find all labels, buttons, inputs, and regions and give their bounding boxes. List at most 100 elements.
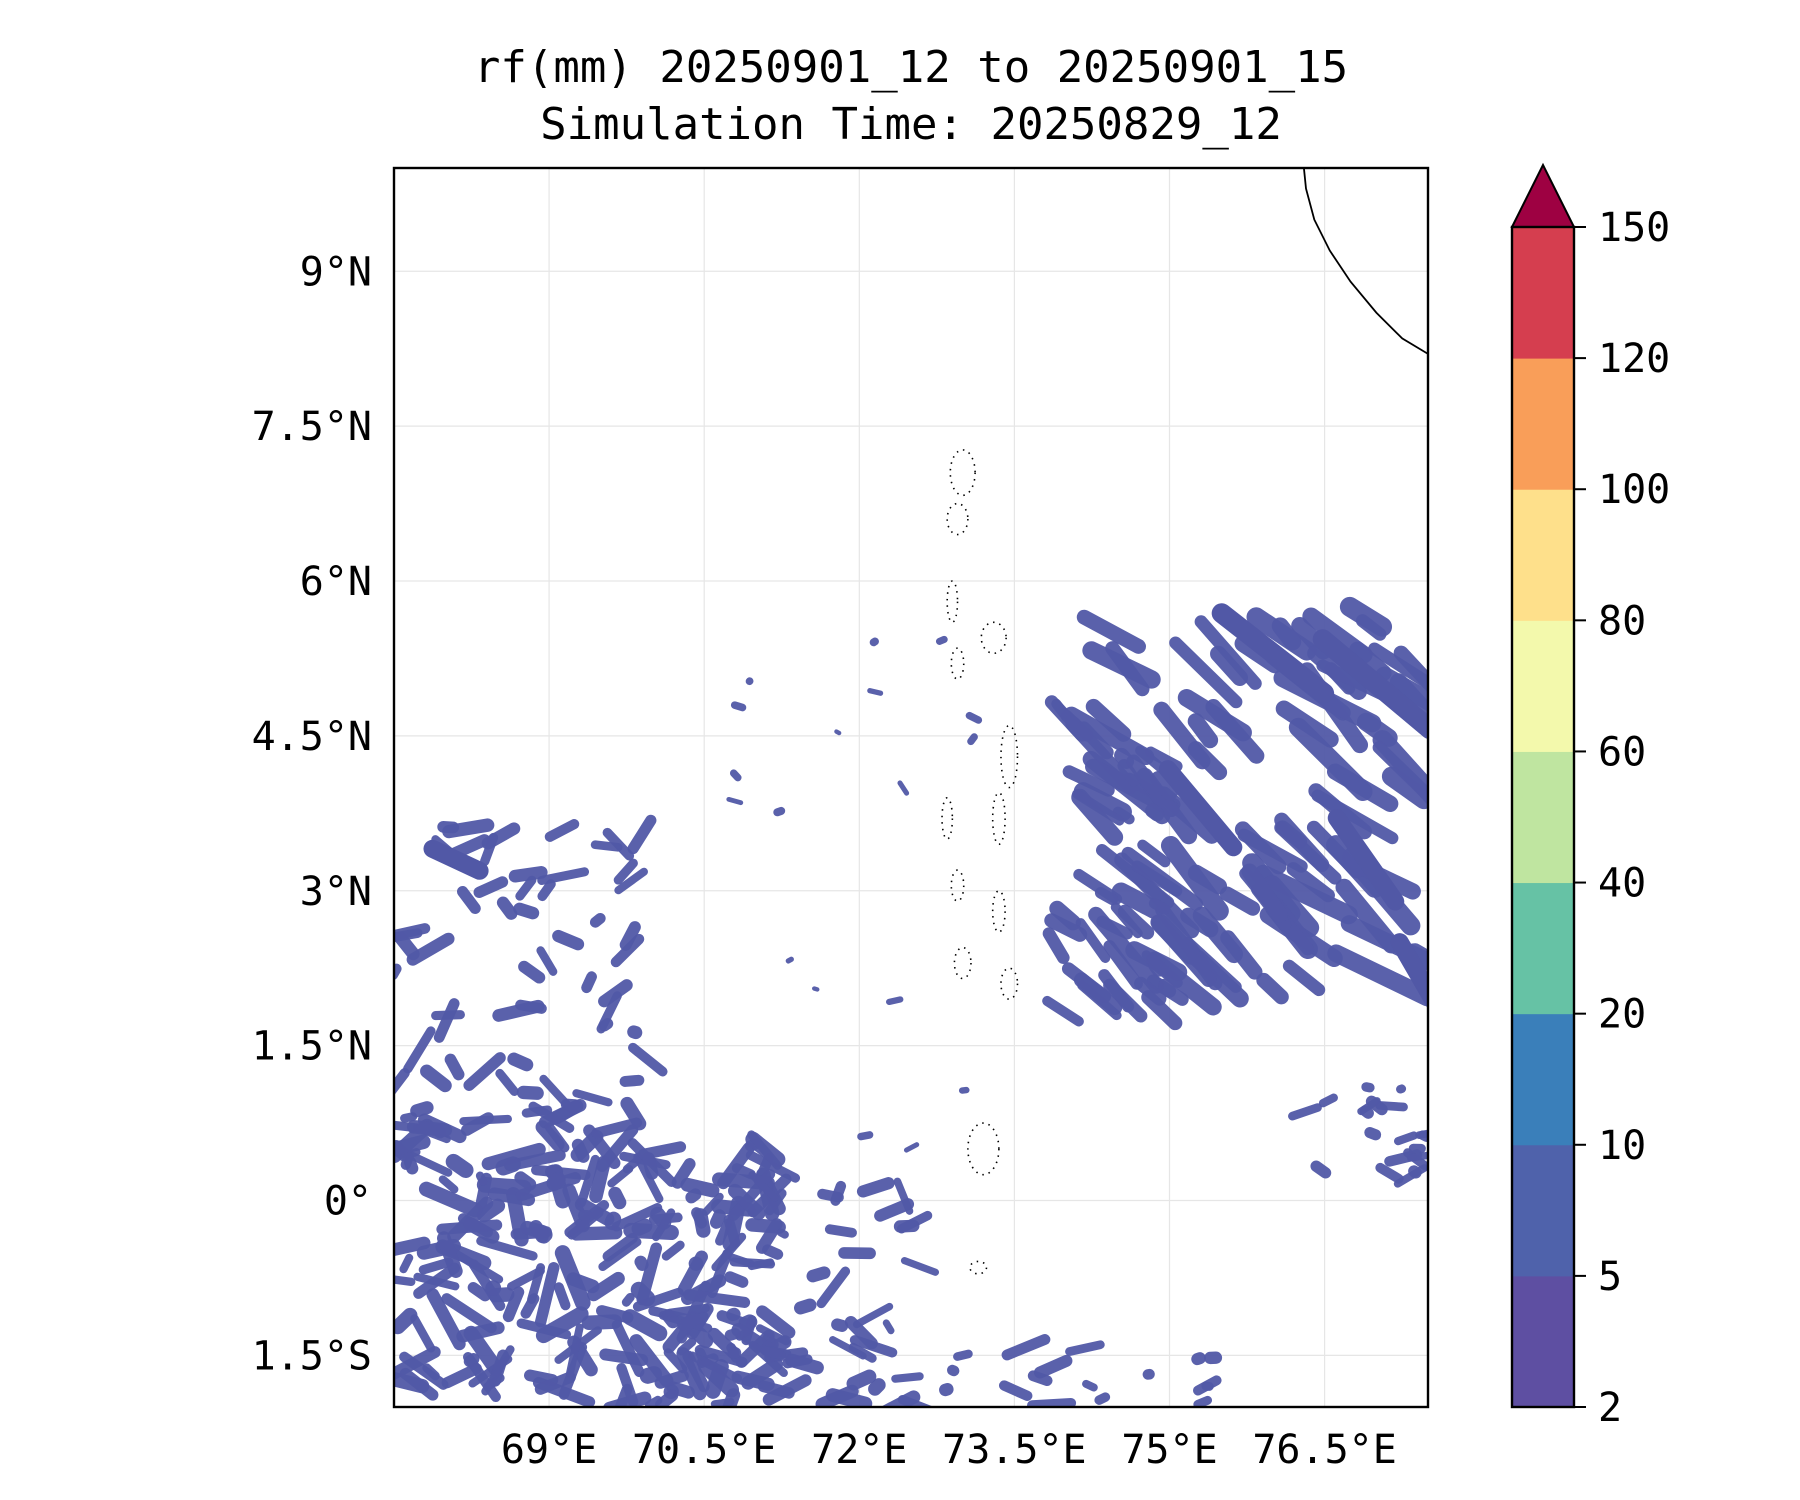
rain-cell bbox=[619, 921, 641, 951]
colorbar-segment bbox=[1512, 1275, 1574, 1408]
rain-cell bbox=[1085, 698, 1132, 742]
rain-cell bbox=[1256, 972, 1289, 1005]
rain-cell bbox=[495, 1068, 519, 1096]
lat-tick-label: 6°N bbox=[300, 559, 372, 605]
rain-cell bbox=[572, 1089, 613, 1107]
rain-cell bbox=[642, 1152, 659, 1180]
rain-cell bbox=[1187, 864, 1228, 895]
rain-cell bbox=[654, 1369, 689, 1389]
rain-cell bbox=[567, 1207, 604, 1240]
rain-cell bbox=[441, 1293, 497, 1334]
rain-cell bbox=[903, 1142, 920, 1153]
rain-cell bbox=[815, 1384, 859, 1407]
rain-cell bbox=[867, 688, 884, 696]
rain-cell bbox=[1169, 636, 1243, 709]
rain-cell bbox=[591, 1117, 643, 1139]
rain-cell bbox=[1407, 1150, 1428, 1162]
rain-cell bbox=[1310, 1160, 1332, 1179]
rain-cell bbox=[747, 1130, 782, 1170]
rain-cell bbox=[1062, 765, 1115, 797]
colorbar-tick-label: 2 bbox=[1598, 1385, 1622, 1431]
colorbar-tick-label: 80 bbox=[1598, 598, 1646, 644]
rain-cell bbox=[1193, 1395, 1213, 1407]
rain-cell bbox=[1286, 862, 1335, 903]
lon-tick-label: 70.5°E bbox=[632, 1427, 777, 1473]
rain-cell bbox=[623, 1222, 679, 1241]
rain-cell bbox=[1201, 1381, 1214, 1391]
colorbar: 2 5 10 20 40 60 80 100 120 150 bbox=[1510, 162, 1670, 1431]
rain-cell bbox=[1065, 1340, 1105, 1356]
rain-cell bbox=[399, 1351, 449, 1390]
rain-cell bbox=[812, 986, 820, 992]
colorbar-tick-label: 60 bbox=[1598, 729, 1646, 775]
rain-cell bbox=[1177, 688, 1252, 742]
rain-cell bbox=[698, 1358, 740, 1398]
rain-cell bbox=[1381, 766, 1428, 810]
colorbar-tick-label: 100 bbox=[1598, 467, 1670, 513]
rain-cell bbox=[1364, 1126, 1382, 1141]
rain-cell bbox=[418, 1181, 483, 1218]
rain-cell bbox=[1131, 860, 1183, 897]
rain-cell bbox=[1396, 1084, 1407, 1094]
rain-cell bbox=[728, 1183, 766, 1221]
rain-cell bbox=[1393, 645, 1428, 705]
rain-cell bbox=[852, 1302, 894, 1329]
rain-cell bbox=[727, 1347, 742, 1359]
rain-cell bbox=[1126, 754, 1163, 799]
rain-cell bbox=[709, 1209, 726, 1229]
lon-tick-label: 73.5°E bbox=[942, 1427, 1087, 1473]
rain-cell bbox=[762, 1374, 812, 1406]
rain-band bbox=[1390, 933, 1428, 1014]
rain-cell bbox=[1027, 1397, 1077, 1407]
rain-cell bbox=[756, 1218, 783, 1254]
rain-cell bbox=[1180, 907, 1219, 938]
rain-cell bbox=[893, 1219, 920, 1233]
rain-cell bbox=[552, 929, 585, 951]
rain-cell bbox=[544, 818, 580, 842]
rain-cell bbox=[518, 960, 546, 984]
rain-cell bbox=[1282, 959, 1326, 997]
rain-cell bbox=[489, 1349, 509, 1387]
rain-cell bbox=[1145, 803, 1165, 822]
atoll-outline bbox=[950, 647, 965, 680]
rain-cell bbox=[621, 1292, 635, 1307]
rain-cell bbox=[544, 1122, 570, 1153]
colorbar-segment bbox=[1512, 751, 1574, 884]
rain-cell bbox=[420, 1064, 452, 1093]
rain-cell bbox=[611, 1203, 663, 1232]
rain-cell bbox=[1241, 863, 1288, 923]
rain-cell bbox=[596, 1305, 634, 1324]
rain-cell bbox=[463, 1052, 506, 1091]
lat-tick-label: 1.5°N bbox=[252, 1024, 372, 1070]
rain-cell bbox=[410, 1101, 434, 1118]
rain-cell bbox=[459, 1114, 512, 1126]
lat-tick-label: 0° bbox=[324, 1179, 372, 1225]
rain-cell bbox=[1327, 944, 1428, 1007]
rain-cell bbox=[806, 1266, 831, 1283]
rain-cell bbox=[534, 1262, 560, 1328]
rain-cell bbox=[1335, 878, 1400, 954]
rain-cell bbox=[1288, 717, 1373, 802]
coastlines bbox=[941, 168, 1428, 1275]
india-coastline bbox=[1303, 168, 1428, 355]
rain-cell bbox=[935, 635, 948, 645]
rain-cell bbox=[394, 1236, 431, 1260]
rain-cell bbox=[516, 1085, 544, 1100]
rain-cell bbox=[882, 1319, 895, 1335]
rain-cell bbox=[967, 733, 978, 746]
rain-cell bbox=[1148, 897, 1171, 915]
rain-cell bbox=[1111, 882, 1164, 919]
rain-cell bbox=[608, 1186, 627, 1210]
rain-cell bbox=[1110, 902, 1143, 939]
rain-cell bbox=[671, 1158, 696, 1189]
rain-cell bbox=[1288, 1103, 1322, 1121]
rain-cell bbox=[1096, 915, 1134, 940]
rain-cell bbox=[576, 1154, 600, 1208]
rain-cell bbox=[1150, 771, 1178, 801]
rain-cell bbox=[1072, 789, 1125, 826]
rain-cell bbox=[688, 1256, 704, 1271]
rain-cell bbox=[627, 814, 657, 855]
rain-cell bbox=[406, 932, 455, 966]
rain-cell bbox=[685, 1188, 702, 1204]
rain-cell bbox=[729, 769, 742, 782]
